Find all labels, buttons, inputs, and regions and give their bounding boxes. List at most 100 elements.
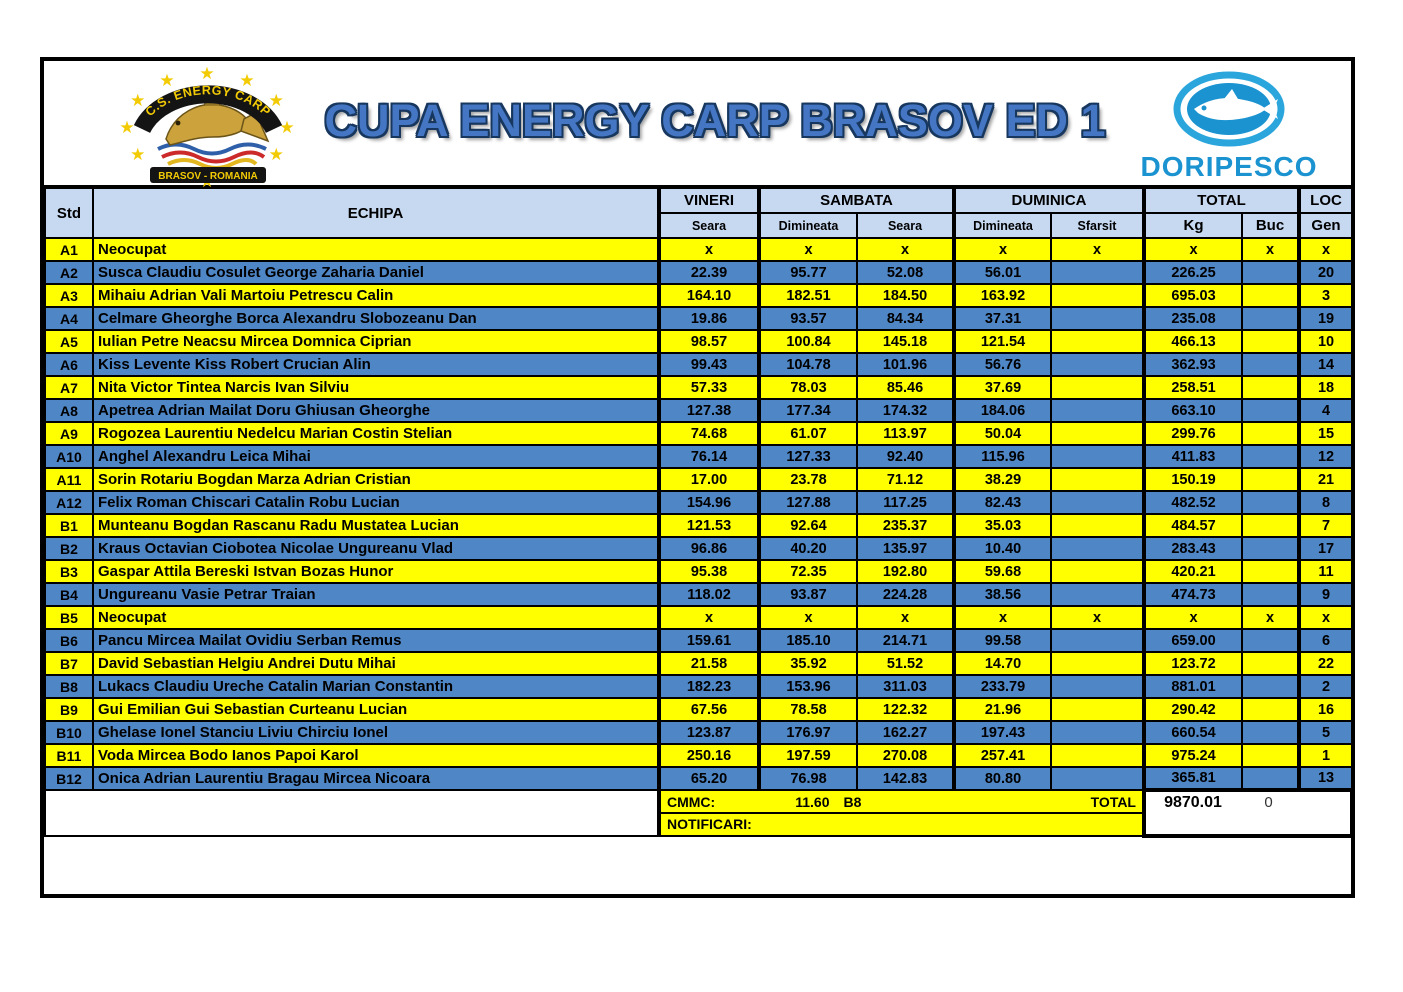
value-cell: 14.70 xyxy=(952,651,1052,676)
value-cell xyxy=(1050,536,1145,561)
notificari-label: NOTIFICARI: xyxy=(667,815,752,832)
value-cell: x xyxy=(952,605,1052,630)
team-name: Pancu Mircea Mailat Ovidiu Serban Remus xyxy=(92,628,660,653)
value-cell: 184.50 xyxy=(856,283,955,308)
value-cell xyxy=(1050,283,1145,308)
value-cell: 121.54 xyxy=(952,329,1052,354)
value-cell xyxy=(1050,352,1145,377)
value-cell: x xyxy=(657,605,760,630)
result-row-A2: A2 Susca Claudiu Cosulet George Zaharia D… xyxy=(44,260,1354,285)
doripesco-logo: DORIPESCO xyxy=(1129,69,1329,183)
value-cell: 61.07 xyxy=(757,421,858,446)
value-cell: 233.79 xyxy=(952,674,1052,699)
doripesco-emblem-icon xyxy=(1173,71,1285,147)
result-row-B6: B6 Pancu Mircea Mailat Ovidiu Serban Remu… xyxy=(44,628,1354,653)
stand-label: B10 xyxy=(44,720,94,745)
result-row-A1: A1 Neocupat x x x x x x x x xyxy=(44,237,1354,262)
value-cell: 484.57 xyxy=(1142,513,1243,538)
col-sub-sambata-seara: Seara xyxy=(856,212,955,239)
value-cell: 37.69 xyxy=(952,375,1052,400)
value-cell: 18 xyxy=(1297,375,1354,400)
value-cell: 98.57 xyxy=(657,329,760,354)
result-row-A8: A8 Apetrea Adrian Mailat Doru Ghiusan Ghe… xyxy=(44,398,1354,423)
team-name: Voda Mircea Bodo Ianos Papoi Karol xyxy=(92,743,660,768)
col-group-total: TOTAL xyxy=(1141,187,1301,214)
value-cell: 13 xyxy=(1297,766,1354,791)
value-cell: 123.87 xyxy=(657,720,760,745)
value-cell xyxy=(1240,651,1301,676)
value-cell: 17 xyxy=(1297,536,1354,561)
value-cell xyxy=(1240,352,1301,377)
value-cell: 67.56 xyxy=(657,697,760,722)
result-row-A10: A10 Anghel Alexandru Leica Mihai 76.14 127.… xyxy=(44,444,1354,469)
value-cell: 142.83 xyxy=(856,766,955,791)
value-cell: 123.72 xyxy=(1142,651,1243,676)
value-cell: 283.43 xyxy=(1142,536,1243,561)
value-cell: 150.19 xyxy=(1142,467,1243,492)
col-sub-total-kg: Kg xyxy=(1142,212,1243,239)
value-cell xyxy=(1050,490,1145,515)
value-cell xyxy=(1240,421,1301,446)
result-row-A4: A4 Celmare Gheorghe Borca Alexandru Slobo… xyxy=(44,306,1354,331)
result-row-B8: B8 Lukacs Claudiu Ureche Catalin Marian C… xyxy=(44,674,1354,699)
value-cell xyxy=(1050,697,1145,722)
value-cell: 12 xyxy=(1297,444,1354,469)
team-name: Lukacs Claudiu Ureche Catalin Marian Con… xyxy=(92,674,660,699)
value-cell xyxy=(1240,536,1301,561)
stand-label: B8 xyxy=(44,674,94,699)
value-cell: 185.10 xyxy=(757,628,858,653)
value-cell xyxy=(1240,467,1301,492)
result-row-B3: B3 Gaspar Attila Bereski Istvan Bozas Hun… xyxy=(44,559,1354,584)
result-row-B5: B5 Neocupat x x x x x x x x xyxy=(44,605,1354,630)
value-cell: 82.43 xyxy=(952,490,1052,515)
col-sub-total-buc: Buc xyxy=(1240,212,1301,239)
grand-total-kg: 9870.01 xyxy=(1164,794,1222,811)
value-cell xyxy=(1050,398,1145,423)
value-cell: 163.92 xyxy=(952,283,1052,308)
value-cell: 135.97 xyxy=(856,536,955,561)
stand-label: A12 xyxy=(44,490,94,515)
value-cell xyxy=(1240,513,1301,538)
value-cell: 127.88 xyxy=(757,490,858,515)
value-cell: 11 xyxy=(1297,559,1354,584)
value-cell xyxy=(1050,375,1145,400)
value-cell: 115.96 xyxy=(952,444,1052,469)
value-cell: 117.25 xyxy=(856,490,955,515)
col-header-echipa: ECHIPA xyxy=(92,187,660,239)
stand-label: B7 xyxy=(44,651,94,676)
value-cell: 9 xyxy=(1297,582,1354,607)
value-cell: 482.52 xyxy=(1142,490,1243,515)
col-sub-loc-gen: Gen xyxy=(1297,212,1354,239)
team-name: Susca Claudiu Cosulet George Zaharia Dan… xyxy=(92,260,660,285)
value-cell xyxy=(1050,766,1145,791)
value-cell xyxy=(1240,260,1301,285)
value-cell: 235.08 xyxy=(1142,306,1243,331)
result-row-B11: B11 Voda Mircea Bodo Ianos Papoi Karol 250… xyxy=(44,743,1354,768)
star-icon: ★ xyxy=(269,145,284,164)
value-cell: 362.93 xyxy=(1142,352,1243,377)
doripesco-wordmark: DORIPESCO xyxy=(1140,151,1318,182)
value-cell: 95.38 xyxy=(657,559,760,584)
value-cell: 92.40 xyxy=(856,444,955,469)
value-cell: 10.40 xyxy=(952,536,1052,561)
table-header: Std ECHIPA VINERI SAMBATA DUMINICA TOTAL… xyxy=(44,187,1354,239)
value-cell xyxy=(1050,329,1145,354)
col-group-duminica: DUMINICA xyxy=(952,187,1145,214)
value-cell: 235.37 xyxy=(856,513,955,538)
stand-label: A8 xyxy=(44,398,94,423)
value-cell xyxy=(1240,490,1301,515)
value-cell: 258.51 xyxy=(1142,375,1243,400)
value-cell: 104.78 xyxy=(757,352,858,377)
value-cell xyxy=(1050,674,1145,699)
value-cell xyxy=(1050,628,1145,653)
value-cell: 72.35 xyxy=(757,559,858,584)
value-cell: 420.21 xyxy=(1142,559,1243,584)
value-cell: 35.03 xyxy=(952,513,1052,538)
star-icon: ★ xyxy=(239,71,254,90)
value-cell: 21.96 xyxy=(952,697,1052,722)
value-cell: 50.04 xyxy=(952,421,1052,446)
stand-label: A1 xyxy=(44,237,94,262)
value-cell: 101.96 xyxy=(856,352,955,377)
value-cell: x xyxy=(1050,237,1145,262)
value-cell: 40.20 xyxy=(757,536,858,561)
